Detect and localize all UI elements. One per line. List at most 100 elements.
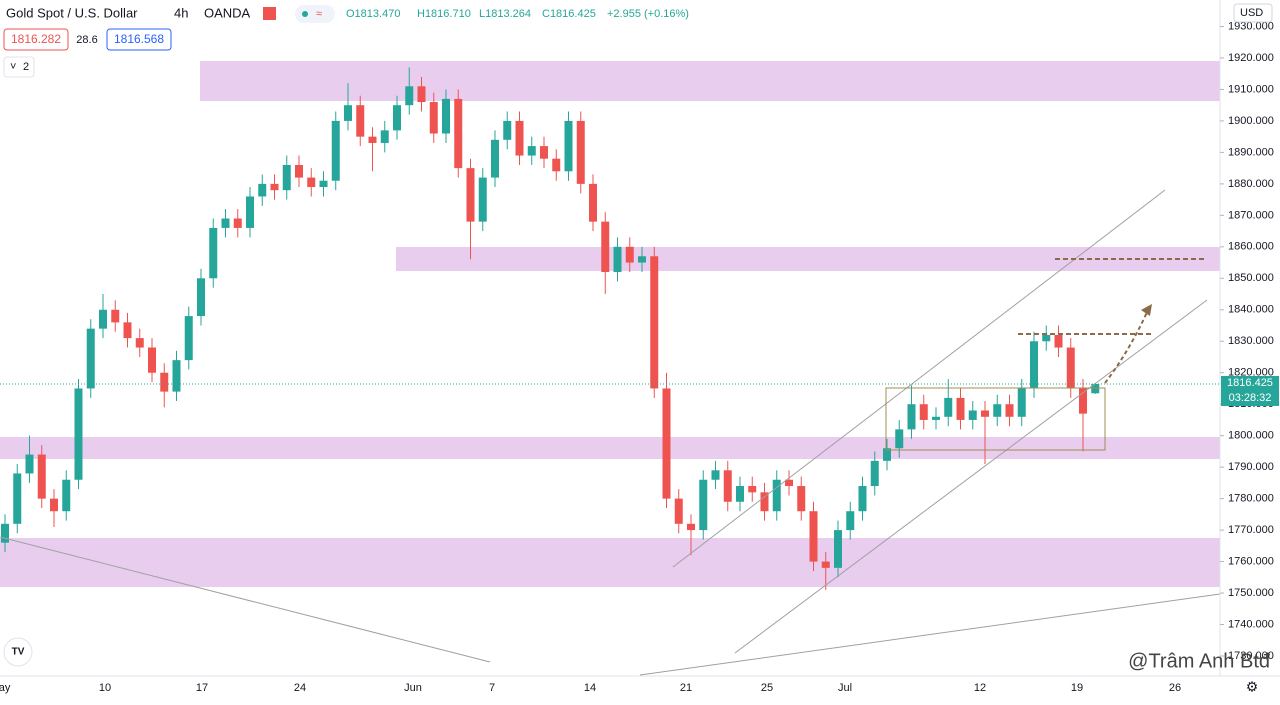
candle-body [197,278,205,317]
price-label: 1816.425 03:28:32 [1221,375,1279,406]
y-tick-label: 1740.000 [1228,618,1274,630]
candle-body [797,486,806,512]
y-tick-label: 1860.000 [1228,241,1274,253]
arrow-head [1141,304,1152,316]
candle-body [1042,334,1051,342]
y-tick-label: 1900.000 [1228,115,1274,127]
zone [0,437,1220,459]
y-tick-label: 1820.000 [1228,367,1274,379]
candle-body [540,146,548,159]
zone [200,61,1220,101]
countdown: 03:28:32 [1229,392,1272,404]
y-tick-label: 1760.000 [1228,555,1274,567]
buy-button[interactable] [106,28,172,51]
sell-button[interactable] [3,28,69,51]
sell-price: 1816.282 [11,32,61,46]
buy-price: 1816.568 [114,32,164,46]
candle-body [650,256,659,389]
flag[interactable] [263,7,276,20]
status-dot [302,11,308,17]
candle-body [993,404,1002,417]
candle-body [625,246,634,263]
x-tick-label: May [0,682,11,694]
y-tick-label: 1910.000 [1228,83,1274,95]
candle-body [699,479,708,531]
candle-body [748,486,757,493]
trend-line [734,299,1208,654]
candle-body [466,168,475,222]
candle-body [1066,347,1075,389]
x-tick-label: 19 [1071,682,1083,694]
candle-body [883,448,891,461]
candle-body [638,256,646,263]
trend-line [639,593,1221,676]
candle-body [1091,383,1100,394]
x-tick-label: 24 [294,682,306,694]
x-tick-label: 25 [761,682,773,694]
candle-body [1,523,9,543]
x-tick-label: 21 [680,682,692,694]
y-tick-label: 1870.000 [1228,209,1274,221]
candle-body [760,492,769,512]
candle-body [356,105,365,137]
candle-body [944,397,953,417]
candle-body [442,98,450,134]
candle-body [1030,341,1038,389]
candle-body [834,530,842,568]
candle-body [613,246,622,273]
candle-body [86,328,95,389]
candle-body [282,164,291,191]
candle-body [736,486,744,502]
x-tick-label: 7 [489,682,495,694]
trend-line [672,189,1166,568]
ohlc-close: C1816.425 [542,8,596,20]
candle-body [160,372,169,392]
candle-body [172,360,181,392]
y-tick-label: 1830.000 [1228,335,1274,347]
candle-body [37,454,46,499]
x-tick-label: 26 [1169,682,1181,694]
y-tick-label: 1800.000 [1228,430,1274,442]
x-tick-label: 10 [99,682,111,694]
candle-body [809,511,818,562]
candle-body [870,460,879,487]
candle-body [221,218,230,228]
last-price: 1816.425 [1227,377,1273,389]
candle-body [233,218,242,228]
candle-body [821,561,830,568]
candle-body [295,164,303,178]
candle-body [919,404,928,420]
candle-body [429,102,438,134]
candle-body [858,486,867,512]
x-tick-label: Jul [838,682,852,694]
watermark: @Trâm Anh Btđ [1128,650,1271,672]
candle-body [907,404,916,430]
candle-body [74,388,83,480]
candle-body [307,177,316,188]
y-tick-label: 1780.000 [1228,493,1274,505]
y-tick-label: 1770.000 [1228,524,1274,536]
toggle[interactable] [295,5,335,23]
candle-body [662,388,671,499]
candle-body [270,183,279,191]
candle-body [1054,334,1063,348]
logo[interactable] [3,637,33,667]
logo-mark: TV [12,647,25,658]
candle-body [564,120,573,172]
settings-icon[interactable]: ⚙ [1246,679,1259,695]
y-tick-label: 1920.000 [1228,52,1274,64]
candle-body [13,473,22,524]
trend-line [0,536,491,663]
y-tick-label: 1750.000 [1228,587,1274,599]
projection-arrow [1104,309,1149,384]
candle-body [711,470,720,480]
candle-body [527,146,536,156]
candle-body [1079,388,1087,414]
currency: USD [1240,7,1263,19]
zone [0,538,1220,587]
indicators-toggle[interactable] [3,56,35,78]
candle-body [503,120,512,140]
y-tick-label: 1840.000 [1228,304,1274,316]
currency-button[interactable] [1233,3,1273,23]
candle-body [515,120,524,156]
